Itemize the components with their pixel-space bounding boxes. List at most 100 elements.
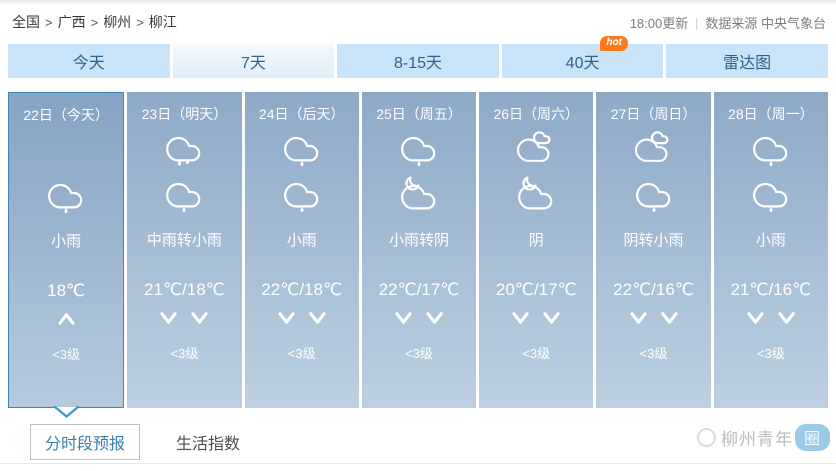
watermark-logo-icon — [696, 428, 716, 447]
weather-icon-slot — [751, 128, 791, 174]
wind-down-arrow-icon — [629, 311, 648, 330]
temperature: 22℃/17℃ — [378, 280, 460, 299]
day-date: 24日（后天） — [258, 106, 345, 122]
weather-icon-slot — [164, 174, 204, 220]
overcast-icon — [516, 129, 556, 174]
temperature: 22℃/18℃ — [261, 280, 343, 299]
tab-今天[interactable]: 今天 — [8, 44, 170, 78]
weather-text: 小雨 — [51, 233, 82, 250]
breadcrumb-link[interactable]: 柳州 — [103, 14, 132, 30]
weather-text: 中雨转小雨 — [146, 232, 222, 249]
day-column[interactable]: 25日（周五） 小雨转阴 22℃/17℃ <3级 — [361, 92, 477, 408]
temperature: 20℃/17℃ — [495, 280, 577, 299]
wind-direction — [57, 311, 76, 331]
day-date: 28日（周一） — [728, 106, 814, 122]
rain-icon — [282, 175, 322, 220]
wind-direction — [394, 310, 444, 330]
data-source: 数据来源 中央气象台 — [705, 16, 826, 31]
wind-down-arrow-icon — [277, 311, 296, 330]
weather-text: 阴 — [528, 232, 544, 249]
wind-level: <3级 — [639, 346, 668, 361]
rain-icon — [399, 129, 439, 174]
watermark-text: 柳州青年 — [720, 430, 793, 449]
wind-level: <3级 — [52, 347, 81, 362]
rain-icon — [282, 129, 322, 174]
tab-label: 今天 — [72, 55, 105, 72]
wind-direction — [746, 310, 796, 330]
overcast-night-icon — [399, 175, 439, 220]
wind-down-arrow-icon — [159, 311, 178, 330]
temperature: 21℃/18℃ — [144, 280, 225, 299]
hot-badge: hot — [600, 36, 628, 51]
weather-text: 小雨 — [755, 232, 786, 249]
watermark: 柳州青年 圈 — [696, 424, 830, 451]
wind-direction — [511, 310, 561, 330]
wind-down-arrow-icon — [425, 311, 444, 330]
weather-icon-slot — [399, 128, 439, 174]
wind-down-arrow-icon — [746, 311, 765, 330]
wind-level: <3级 — [405, 346, 433, 361]
wind-level: <3级 — [756, 346, 785, 361]
breadcrumb-separator: > — [136, 14, 144, 30]
wind-down-arrow-icon — [511, 311, 530, 330]
update-info-divider: | — [695, 15, 699, 30]
breadcrumb-separator: > — [45, 14, 53, 30]
wind-down-arrow-icon — [308, 311, 327, 330]
tab-7天[interactable]: 7天 — [172, 44, 335, 78]
day-column[interactable]: 23日（明天） 中雨转小雨 21℃/18℃ <3级 — [127, 92, 242, 408]
rain-icon — [751, 175, 791, 220]
weather-icon-slot — [46, 175, 86, 221]
top-bar: 全国 > 广西 > 柳州 > 柳江 18:00更新 | 数据来源 中央气象台 — [0, 5, 836, 32]
wind-level: <3级 — [287, 346, 316, 361]
temperature: 21℃/16℃ — [730, 280, 812, 299]
weather-icon-slot — [164, 128, 204, 174]
bottom-tab-bar: 分时段预报 生活指数 — [30, 424, 836, 460]
day-column[interactable]: 22日（今天） 小雨 18℃ <3级 — [8, 92, 125, 408]
tab-life-index[interactable]: 生活指数 — [176, 436, 241, 453]
rain-icon — [46, 176, 86, 221]
day-column[interactable]: 24日（后天） 小雨 22℃/18℃ <3级 — [244, 92, 359, 408]
update-info: 18:00更新 | 数据来源 中央气象台 — [630, 13, 826, 32]
forecast-grid: 22日（今天） 小雨 18℃ <3级 23日（明天） 中雨转小雨 21℃/18℃ <3级 24日… — [8, 92, 828, 408]
weather-icon-slot — [516, 128, 556, 174]
day-column[interactable]: 28日（周一） 小雨 21℃/16℃ <3级 — [713, 92, 828, 408]
rain2-icon — [164, 129, 204, 174]
footer-divider — [0, 463, 836, 464]
breadcrumb-link[interactable]: 全国 — [12, 14, 40, 30]
rain-icon — [751, 129, 791, 174]
breadcrumb-link[interactable]: 广西 — [57, 14, 86, 30]
wind-down-arrow-icon — [660, 311, 679, 330]
wind-direction — [629, 310, 679, 330]
tab-40天[interactable]: 40天 hot — [501, 36, 664, 78]
tab-label: 8-15天 — [393, 55, 442, 72]
breadcrumb: 全国 > 广西 > 柳州 > 柳江 — [12, 12, 177, 32]
weather-text: 小雨 — [286, 232, 317, 249]
breadcrumb-link[interactable]: 柳江 — [148, 14, 177, 30]
rain-icon — [164, 175, 204, 220]
tab-hourly-forecast[interactable]: 分时段预报 — [30, 424, 141, 460]
tab-label: 7天 — [240, 55, 266, 72]
tab-bar: 今天 7天 8-15天 40天 hot 雷达图 — [8, 36, 828, 78]
day-column[interactable]: 27日（周日） 阴转小雨 22℃/16℃ <3级 — [596, 92, 711, 408]
wind-direction — [159, 310, 209, 330]
weather-text: 阴转小雨 — [623, 232, 684, 249]
weather-icon-slot — [516, 174, 556, 220]
weather-icon-slot — [634, 128, 674, 174]
weather-icon-slot — [282, 174, 322, 220]
watermark-pill: 圈 — [794, 424, 830, 451]
weather-icon-slot — [282, 128, 322, 174]
wind-down-arrow-icon — [190, 311, 209, 330]
selected-day-pointer-icon — [53, 405, 80, 424]
wind-down-arrow-icon — [394, 311, 413, 330]
wind-level: <3级 — [522, 346, 551, 361]
day-column[interactable]: 26日（周六） 阴 20℃/17℃ <3级 — [479, 92, 594, 408]
tab-雷达图[interactable]: 雷达图 — [666, 44, 828, 78]
wind-down-arrow-icon — [777, 311, 796, 330]
day-date: 25日（周五） — [376, 106, 462, 122]
weather-text: 小雨转阴 — [388, 232, 449, 249]
page-top-edge — [0, 0, 836, 5]
wind-direction — [277, 310, 327, 330]
overcast-night-icon — [516, 175, 556, 220]
tab-8-15天[interactable]: 8-15天 — [337, 44, 499, 78]
